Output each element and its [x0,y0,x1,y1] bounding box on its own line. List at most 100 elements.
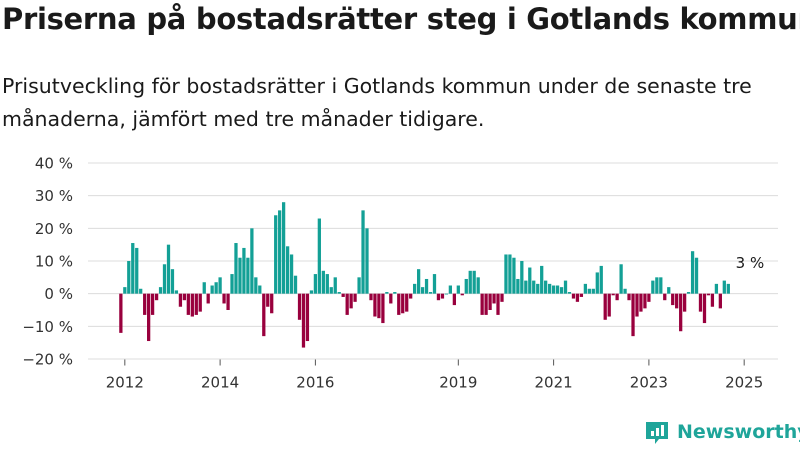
bar [158,287,163,294]
y-tick-label: −10 % [22,318,73,336]
bar [675,293,679,309]
bar [139,288,143,294]
bar [496,293,500,315]
bar [281,202,286,294]
bar [345,293,349,315]
bar [214,282,218,294]
bar [309,290,314,294]
bar [694,257,699,294]
bar [682,293,687,312]
latest-value-annotation: 3 % [736,254,765,272]
bar [659,277,663,294]
bar [464,278,468,294]
bar [559,287,564,294]
y-tick-label: 20 % [35,220,73,238]
bar [671,293,675,306]
bar [424,278,429,294]
y-tick-label: 30 % [35,187,73,205]
bar [587,288,591,294]
bar [476,277,480,294]
bar [361,210,365,294]
x-tick-label: 2012 [106,374,144,392]
bar [413,283,417,294]
bar [154,293,159,301]
bar [667,287,671,294]
newsworthy-logo: Newsworthy [643,418,800,446]
bar [516,278,520,294]
bar [679,293,683,332]
bar [305,293,310,342]
x-tick-label: 2014 [201,374,239,392]
bar [174,290,179,294]
bar [329,287,333,294]
bar [123,287,127,294]
bar [520,261,524,294]
bar [226,293,230,310]
bar [532,280,536,294]
x-tick-label: 2016 [296,374,334,392]
bar [595,272,599,294]
bar [623,288,627,294]
bar [230,274,234,294]
bar [512,257,516,294]
bar [337,292,341,294]
bar [504,254,508,294]
bar [555,285,560,294]
bar [417,269,421,294]
bar [690,251,695,294]
bar [238,257,242,294]
bar [714,283,719,294]
y-tick-label: −20 % [22,351,73,369]
bar [575,293,580,302]
bar [706,293,711,296]
bar [655,277,659,294]
bar [647,293,651,302]
bar [484,293,488,315]
bar [631,293,635,337]
bar [341,293,345,297]
bar [726,283,730,294]
bar [480,293,484,315]
bar [293,275,298,294]
y-tick-label: 40 % [35,155,73,173]
bar [536,283,540,294]
bar [297,293,302,320]
bar [218,277,222,294]
bars [119,202,730,348]
bar [563,280,568,294]
bar [198,293,202,312]
bar [222,293,226,304]
bar [619,264,623,294]
bar [285,246,290,294]
bar [627,293,631,301]
bar [162,264,167,294]
bar [551,285,556,294]
bar [544,280,548,294]
bar [635,293,639,317]
bar [571,293,576,299]
bar [317,218,321,294]
bar [301,293,306,348]
bar [131,243,135,294]
bar [150,293,155,315]
bar [127,261,131,294]
bar [234,243,238,294]
y-tick-label: 0 % [44,285,73,303]
bar [349,293,353,309]
bar [313,274,318,294]
bar [266,293,270,307]
bar [698,293,703,312]
gridlines [88,162,778,360]
bar [242,247,246,294]
bar [289,254,294,294]
bar [500,293,504,302]
bar [381,293,385,324]
bar [409,293,413,299]
bar [611,293,615,296]
y-tick-label: 10 % [35,253,73,271]
bar [321,270,325,294]
bar [548,283,552,294]
bar [397,293,401,315]
bar [722,280,726,294]
